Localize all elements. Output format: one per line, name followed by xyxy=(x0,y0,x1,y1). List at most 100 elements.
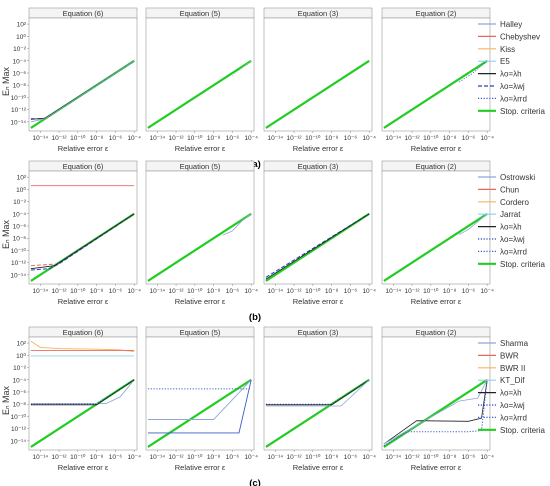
x-axis-label: Relative error ε xyxy=(293,144,344,153)
panel-title: Equation (3) xyxy=(298,9,339,18)
y-tick-label: 10⁻¹² xyxy=(11,260,27,267)
plot-area xyxy=(28,170,138,285)
x-axis-label: Relative error ε xyxy=(411,144,462,153)
series-line xyxy=(265,59,370,129)
panel-title: Equation (3) xyxy=(298,328,339,337)
x-tick-label: 10⁻¹⁰ xyxy=(187,134,203,142)
panel-title: Equation (5) xyxy=(180,162,221,171)
panel-title: Equation (5) xyxy=(180,9,221,18)
y-tick-label: 10⁻⁶ xyxy=(13,223,27,230)
series-line xyxy=(30,213,135,270)
y-tick-label: 10⁻¹⁰ xyxy=(11,247,27,255)
legend-label: λo=λwj xyxy=(500,82,525,91)
series-line xyxy=(383,59,488,129)
x-tick-label: 10⁻⁶ xyxy=(109,288,123,295)
plot-area xyxy=(263,170,373,285)
legend-label: Jarrat xyxy=(500,210,521,219)
x-tick-label: 10⁻¹² xyxy=(287,288,303,295)
x-tick-label: 10⁻¹² xyxy=(405,288,421,295)
row-label: (a) xyxy=(249,159,261,170)
plot-area xyxy=(28,336,138,451)
plot-area xyxy=(145,17,255,132)
x-axis-label: Relative error ε xyxy=(58,297,109,306)
x-tick-label: 10⁻¹⁴ xyxy=(149,454,165,461)
x-tick-label: 10⁻¹² xyxy=(52,454,68,461)
chart-row-1: Eₙ Max Equation (6) 10⁻¹⁴ 10⁻¹² 10⁻¹⁰ 10⁻⁸ 10⁻… xyxy=(1,7,545,170)
x-tick-label: 10⁻¹⁴ xyxy=(32,135,48,142)
legend-label: KT_Dif xyxy=(500,376,525,385)
y-tick-label: 10⁻¹⁴ xyxy=(10,438,26,445)
legend-label: Cordero xyxy=(500,198,529,207)
legend-label: Stop. criteria xyxy=(500,426,545,435)
y-tick-label: 10⁻⁴ xyxy=(13,377,27,384)
series-line xyxy=(383,212,488,282)
x-tick-label: 10⁻⁸ xyxy=(443,135,457,142)
panel-row3-col4: Equation (2) 10⁻¹⁴ 10⁻¹² 10⁻¹⁰ 10⁻⁸ 10⁻⁶ 10⁻⁴ R… xyxy=(381,326,494,472)
row-label: (b) xyxy=(249,312,261,323)
plot-area xyxy=(381,170,491,285)
series-line xyxy=(147,379,252,420)
plot-area xyxy=(28,17,138,132)
y-tick-label: 10² xyxy=(17,341,27,348)
y-tick-label: 10² xyxy=(17,175,27,182)
legend-label: Stop. criteria xyxy=(500,260,545,269)
plot-area xyxy=(145,170,255,285)
legend-label: Chebyshev xyxy=(500,32,540,41)
x-tick-label: 10⁻⁴ xyxy=(127,454,141,461)
x-tick-label: 10⁻¹⁴ xyxy=(32,454,48,461)
panel-title: Equation (2) xyxy=(416,328,457,337)
y-tick-label: 10⁻¹² xyxy=(11,107,27,114)
x-tick-label: 10⁻⁶ xyxy=(226,135,240,142)
x-tick-label: 10⁻⁶ xyxy=(344,135,358,142)
x-tick-label: 10⁻⁸ xyxy=(90,288,104,295)
panel-title: Equation (6) xyxy=(63,9,104,18)
x-tick-label: 10⁻¹² xyxy=(287,454,303,461)
x-tick-label: 10⁻⁴ xyxy=(362,288,376,295)
y-tick-label: 10⁰ xyxy=(16,186,26,194)
x-tick-label: 10⁻¹⁴ xyxy=(267,454,283,461)
x-tick-label: 10⁻¹² xyxy=(405,454,421,461)
y-axis-label: Eₙ Max xyxy=(1,66,11,96)
x-tick-label: 10⁻⁸ xyxy=(90,135,104,142)
series-line xyxy=(222,213,252,236)
x-tick-label: 10⁻⁸ xyxy=(325,288,339,295)
x-tick-label: 10⁻⁸ xyxy=(443,288,457,295)
y-tick-label: 10⁻⁸ xyxy=(13,83,27,90)
panel-title: Equation (6) xyxy=(63,162,104,171)
legend-label: Halley xyxy=(500,20,522,29)
y-axis-label: Eₙ Max xyxy=(1,219,11,249)
x-tick-label: 10⁻⁴ xyxy=(480,454,494,461)
legend-label: λo=λh xyxy=(500,389,522,398)
series-line xyxy=(30,60,135,123)
panel-row2-col3: Equation (3) 10⁻¹⁴ 10⁻¹² 10⁻¹⁰ 10⁻⁸ 10⁻⁶ 10⁻⁴ R… xyxy=(263,160,376,306)
legend-label: λo=λrrd xyxy=(500,247,527,256)
series-line xyxy=(383,379,488,447)
x-tick-label: 10⁻¹⁰ xyxy=(187,453,203,461)
x-tick-label: 10⁻⁶ xyxy=(109,135,123,142)
y-tick-label: 10⁻⁸ xyxy=(13,402,27,409)
legend-label: BWR xyxy=(500,351,519,360)
legend-label: λo=λwj xyxy=(500,235,525,244)
x-tick-label: 10⁻⁴ xyxy=(244,454,258,461)
x-tick-label: 10⁻¹⁰ xyxy=(70,287,86,295)
x-axis-label: Relative error ε xyxy=(175,144,226,153)
x-axis-label: Relative error ε xyxy=(175,297,226,306)
panel-title: Equation (2) xyxy=(416,9,457,18)
x-axis-label: Relative error ε xyxy=(411,463,462,472)
panel-row2-col1: Equation (6)10⁻¹⁴ 10⁻¹² 10⁻¹⁰ 10⁻⁸ 10⁻⁶ 10⁻⁴R… xyxy=(10,160,141,306)
panel-row1-col4: Equation (2) 10⁻¹⁴ 10⁻¹² 10⁻¹⁰ 10⁻⁸ 10⁻⁶ 10⁻⁴ R… xyxy=(381,7,494,153)
x-tick-label: 10⁻⁶ xyxy=(344,454,358,461)
x-tick-label: 10⁻⁸ xyxy=(207,454,221,461)
x-tick-label: 10⁻⁶ xyxy=(226,454,240,461)
x-tick-label: 10⁻¹⁴ xyxy=(32,288,48,295)
x-axis-label: Relative error ε xyxy=(293,297,344,306)
x-tick-label: 10⁻⁴ xyxy=(127,135,141,142)
x-tick-label: 10⁻⁶ xyxy=(462,135,476,142)
panel-title: Equation (2) xyxy=(416,162,457,171)
legend-label: BWR II xyxy=(500,364,525,373)
y-axis-label: Eₙ Max xyxy=(1,385,11,415)
y-tick-label: 10⁻² xyxy=(13,365,27,372)
x-tick-label: 10⁻¹⁴ xyxy=(149,135,165,142)
series-line xyxy=(458,213,488,235)
